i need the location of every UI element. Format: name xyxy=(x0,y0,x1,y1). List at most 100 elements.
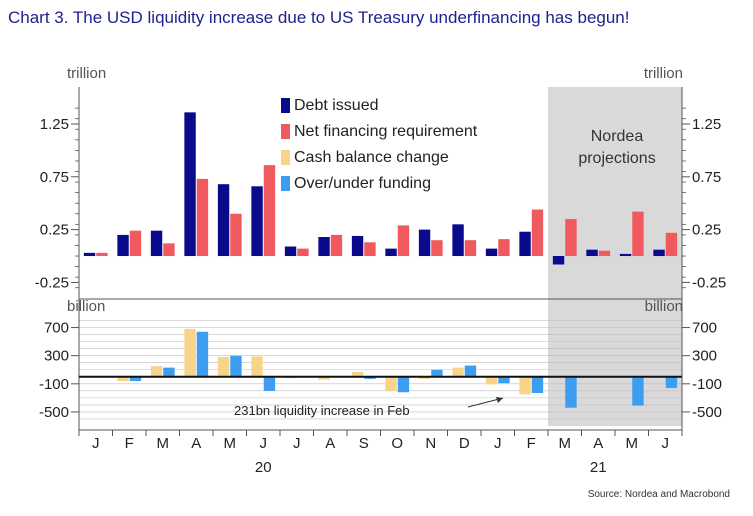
x-tick-label: J xyxy=(494,435,502,452)
bottom-left-tick-label: -500 xyxy=(39,404,69,421)
bar-debt-issued xyxy=(284,246,297,257)
bar-over-under xyxy=(632,376,644,406)
bar-net-financing xyxy=(196,178,209,257)
bottom-right-tick-label: -100 xyxy=(692,376,722,393)
bar-net-financing xyxy=(598,250,611,257)
year-label: 20 xyxy=(255,459,272,476)
bar-cash-balance xyxy=(184,328,196,377)
x-tick-label: D xyxy=(459,435,470,452)
x-tick-label: M xyxy=(224,435,237,452)
bar-debt-issued xyxy=(83,252,96,257)
bar-net-financing xyxy=(96,252,108,257)
legend: Debt issued Net financing requirement Cash… xyxy=(281,97,478,192)
bar-over-under xyxy=(665,376,678,389)
top-right-tick-label: 1.25 xyxy=(692,116,721,133)
top-left-tick-label: -0.25 xyxy=(35,274,69,291)
tick-labels: -0.25 -0.25 0.25 0.25 0.75 0.75 1.25 1.25 -500 -5… xyxy=(35,116,726,421)
bar-debt-issued xyxy=(586,249,598,257)
projection-label-line-2: projections xyxy=(578,150,655,167)
bar-cash-balance xyxy=(485,376,498,385)
bar-debt-issued xyxy=(452,224,464,257)
x-tick-label: O xyxy=(391,435,403,452)
bottom-left-tick-label: -100 xyxy=(39,376,69,393)
bar-net-financing xyxy=(464,240,477,257)
axes xyxy=(75,87,686,436)
bar-cash-balance xyxy=(150,366,163,377)
bottom-right-unit-label: billion xyxy=(645,298,683,315)
bar-over-under xyxy=(464,365,477,377)
year-label: 21 xyxy=(590,459,607,476)
x-tick-label: M xyxy=(559,435,572,452)
x-tick-label: J xyxy=(662,435,670,452)
bars xyxy=(83,112,678,408)
x-tick-label: F xyxy=(125,435,134,452)
bar-cash-balance xyxy=(217,357,230,377)
bar-cash-balance xyxy=(385,376,397,391)
bar-debt-issued xyxy=(217,184,230,257)
top-right-tick-label: 0.25 xyxy=(692,222,721,239)
bar-debt-issued xyxy=(385,248,397,257)
bar-over-under xyxy=(230,355,242,377)
bar-debt-issued xyxy=(150,230,163,257)
x-tick-label: J xyxy=(92,435,100,452)
source-note: Source: Nordea and Macrobond xyxy=(588,489,730,500)
bar-net-financing xyxy=(431,240,443,257)
bar-net-financing xyxy=(364,242,376,257)
bar-over-under xyxy=(163,367,175,377)
bar-debt-issued xyxy=(418,229,431,257)
bar-over-under xyxy=(431,369,443,377)
bar-net-financing xyxy=(163,243,175,257)
bar-debt-issued xyxy=(117,234,129,257)
legend-swatch xyxy=(281,98,290,113)
bottom-right-tick-label: 700 xyxy=(692,320,717,337)
x-axis-labels: J F M A M J J A S O N D J F M A M J 20 21 xyxy=(92,435,669,476)
legend-swatch xyxy=(281,150,290,165)
x-tick-label: S xyxy=(359,435,369,452)
bar-net-financing xyxy=(297,248,309,257)
bar-over-under xyxy=(397,376,410,393)
bottom-right-tick-label: -500 xyxy=(692,404,722,421)
bar-debt-issued xyxy=(485,248,498,257)
bottom-left-unit-label: billion xyxy=(67,298,105,315)
projection-label-line-1: Nordea xyxy=(591,128,644,145)
bar-net-financing xyxy=(330,234,343,257)
bar-net-financing xyxy=(632,211,644,257)
bar-over-under xyxy=(364,376,376,379)
top-left-unit-label: trillion xyxy=(67,65,106,82)
gridlines xyxy=(79,320,682,420)
bar-cash-balance xyxy=(251,356,263,377)
bar-over-under xyxy=(129,376,142,381)
legend-swatch xyxy=(281,176,290,191)
x-tick-label: F xyxy=(527,435,536,452)
bar-debt-issued xyxy=(619,253,632,257)
bar-over-under xyxy=(531,376,544,394)
x-tick-label: J xyxy=(260,435,268,452)
bar-cash-balance xyxy=(452,367,464,377)
bottom-right-tick-label: 300 xyxy=(692,348,717,365)
bar-cash-balance xyxy=(418,376,431,379)
bar-debt-issued xyxy=(318,237,330,257)
annotation-arrowhead xyxy=(496,397,503,403)
bar-net-financing xyxy=(565,219,577,257)
bar-cash-balance xyxy=(519,376,531,395)
bottom-left-tick-label: 700 xyxy=(44,320,69,337)
bar-cash-balance xyxy=(351,371,364,377)
bar-cash-balance xyxy=(117,376,129,381)
bar-net-financing xyxy=(230,213,242,257)
x-tick-label: M xyxy=(626,435,639,452)
bar-over-under xyxy=(196,331,209,377)
bar-net-financing xyxy=(129,230,142,257)
x-tick-label: N xyxy=(425,435,436,452)
bar-debt-issued xyxy=(184,112,196,257)
legend-label: Over/under funding xyxy=(294,175,431,192)
x-tick-label: A xyxy=(191,435,201,452)
bar-over-under xyxy=(263,376,276,391)
x-tick-label: M xyxy=(157,435,170,452)
bar-net-financing xyxy=(531,209,544,257)
bottom-left-tick-label: 300 xyxy=(44,348,69,365)
bar-debt-issued xyxy=(519,231,531,257)
bar-debt-issued xyxy=(653,249,665,257)
legend-label: Debt issued xyxy=(294,97,379,114)
bar-net-financing xyxy=(397,225,410,257)
